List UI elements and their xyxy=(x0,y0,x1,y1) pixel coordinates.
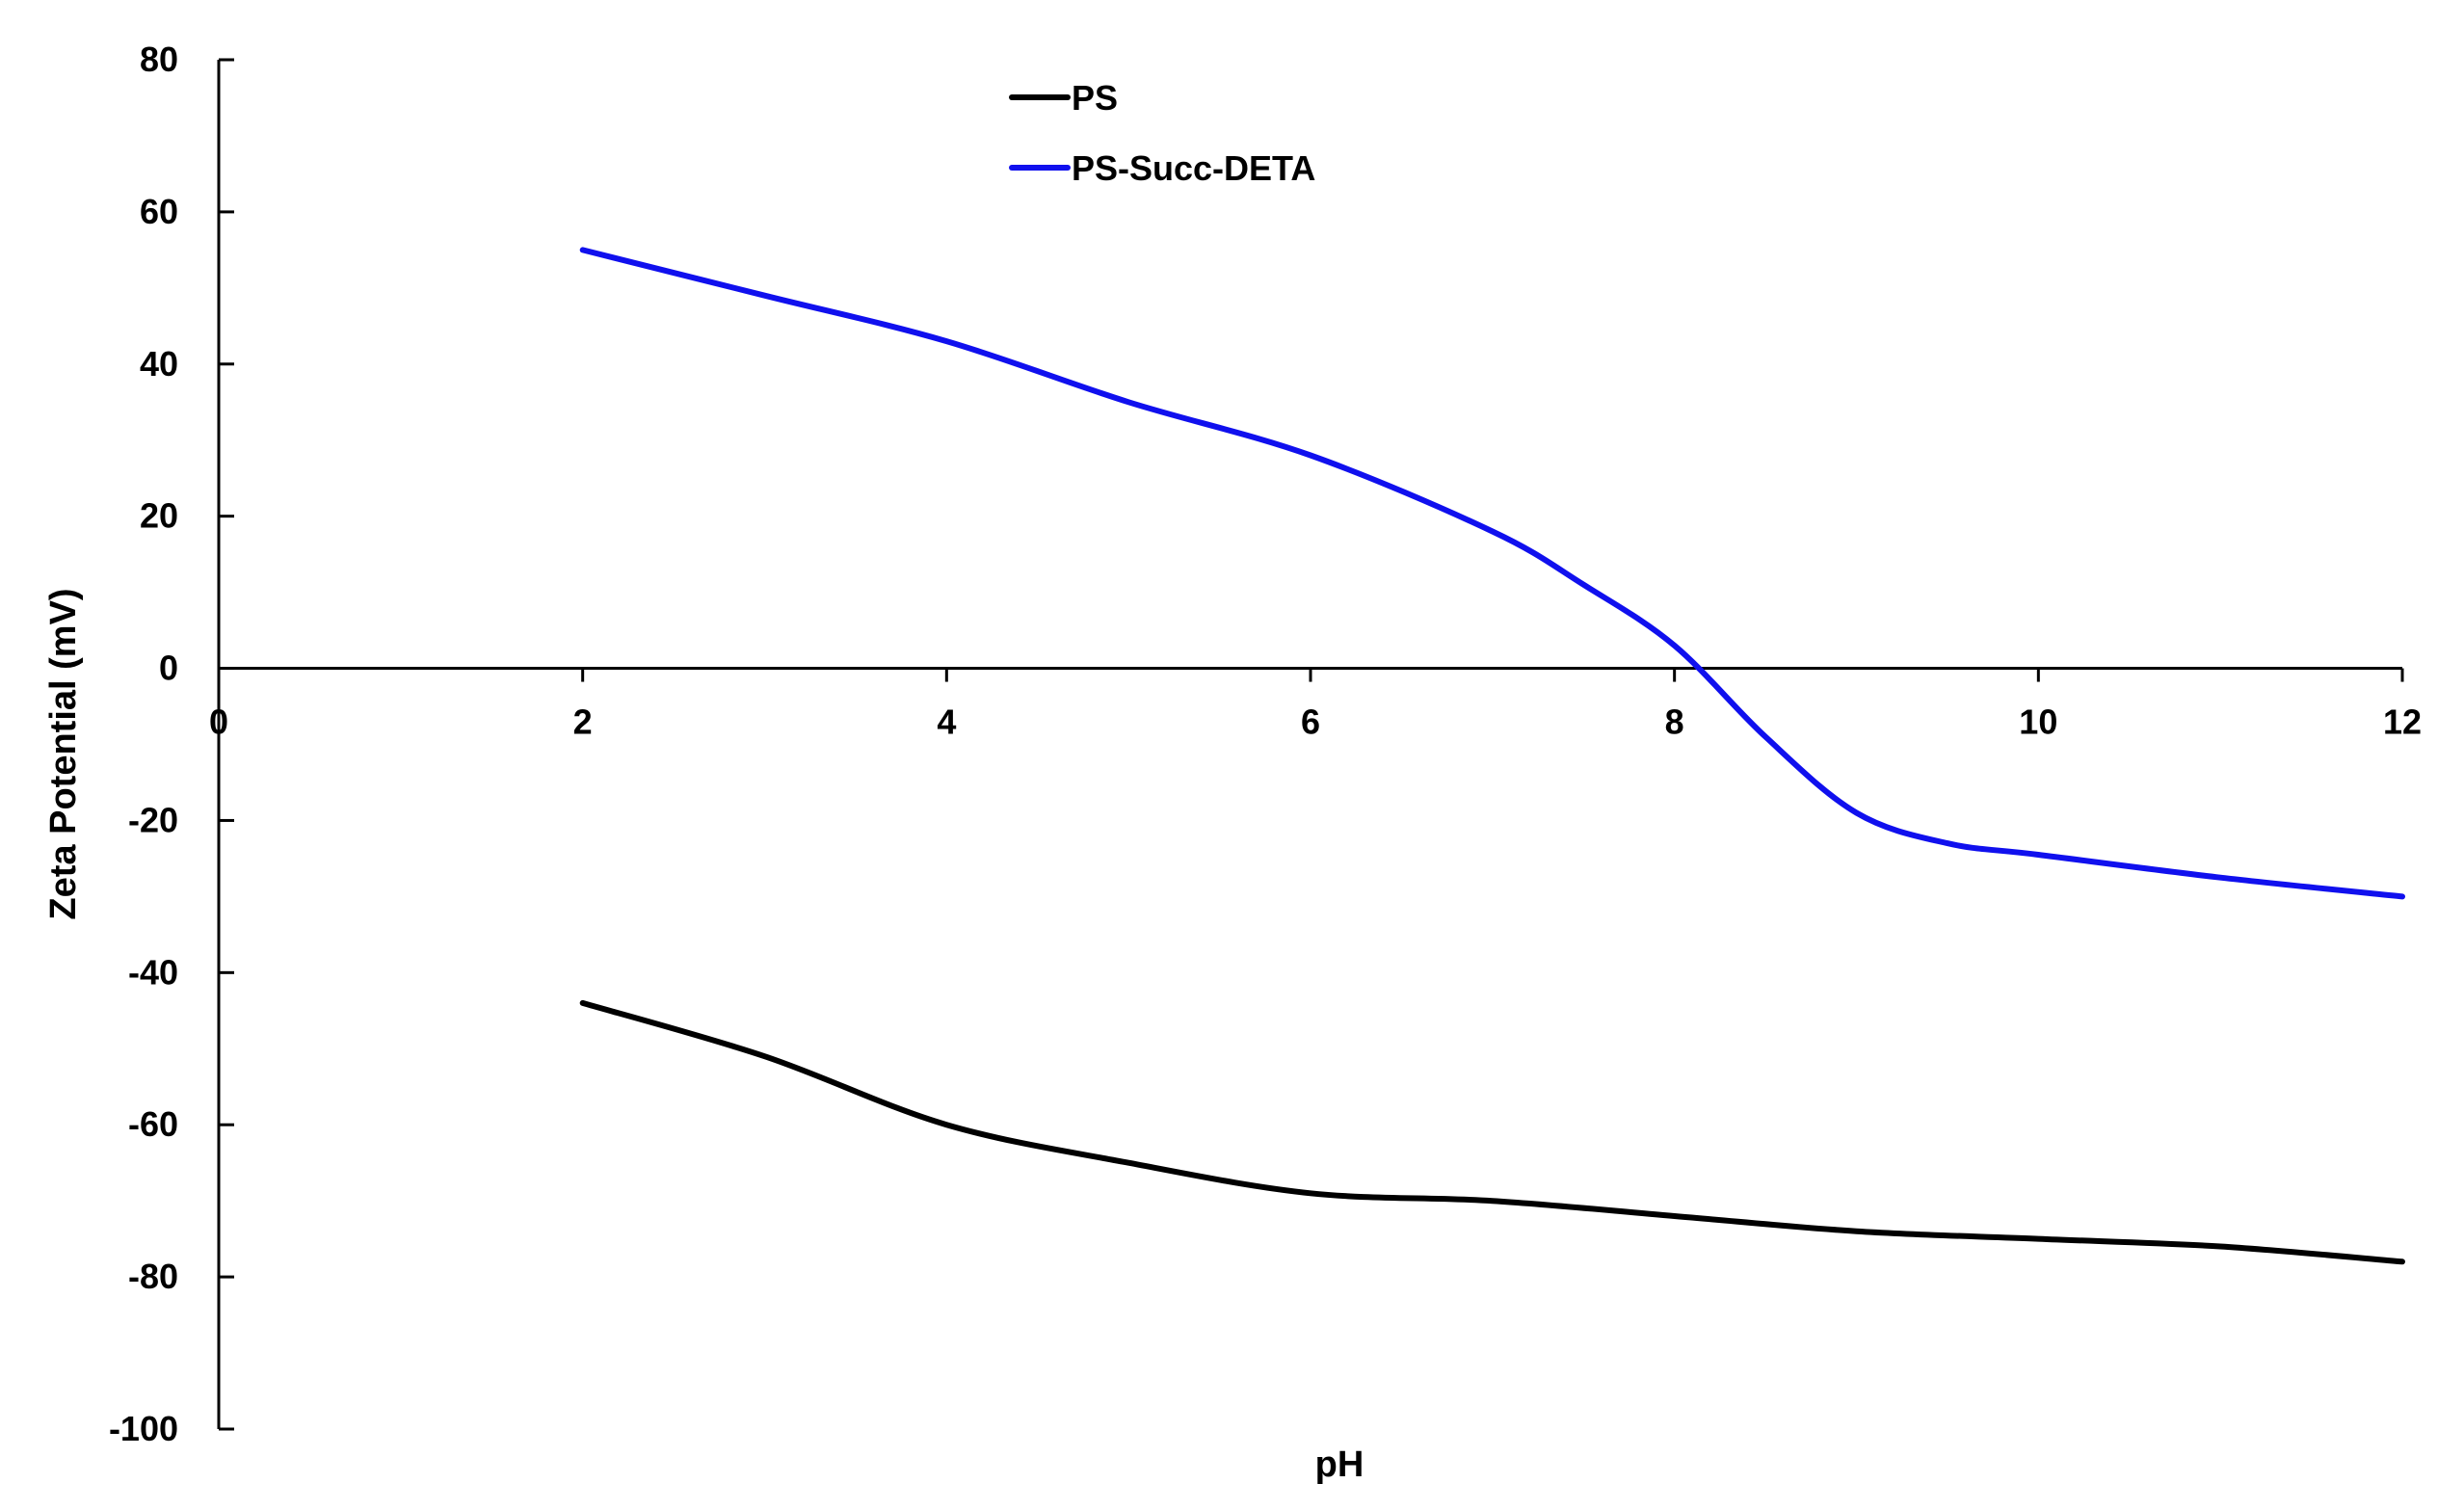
y-axis-title: Zeta Potential (mV) xyxy=(43,588,84,919)
y-tick-label: -20 xyxy=(128,800,178,839)
x-tick-label: 10 xyxy=(2019,702,2057,742)
y-tick-label: 20 xyxy=(140,496,178,536)
y-tick-label: 0 xyxy=(159,649,178,688)
y-tick-label: -80 xyxy=(128,1257,178,1296)
x-tick-label: 6 xyxy=(1301,702,1320,742)
x-tick-label: 2 xyxy=(573,702,593,742)
x-tick-label: 4 xyxy=(937,702,956,742)
x-tick-label: 12 xyxy=(2383,702,2422,742)
x-axis-title: pH xyxy=(1315,1444,1364,1485)
y-tick-label: -100 xyxy=(109,1409,178,1448)
y-tick-label: 40 xyxy=(140,344,178,384)
y-tick-label: 60 xyxy=(140,192,178,231)
legend-label-2: PS-Succ-DETA xyxy=(1072,148,1315,188)
series-lines xyxy=(579,247,2405,1265)
y-tick-label: -60 xyxy=(128,1104,178,1144)
series-line-1 xyxy=(579,999,2405,1265)
y-tick-label: 80 xyxy=(140,40,178,79)
y-tick-label: -40 xyxy=(128,952,178,992)
legend: PS PS-Succ-DETA xyxy=(1009,78,1315,188)
x-tick-label: 0 xyxy=(209,702,228,742)
series-line-2 xyxy=(579,247,2405,900)
x-tick-label: 8 xyxy=(1665,702,1684,742)
axes: 80 60 40 20 0 -20 -40 -60 -80 -100 0 2 4 6 8 10 12 xyxy=(109,40,2422,1448)
legend-label-1: PS xyxy=(1072,78,1118,118)
